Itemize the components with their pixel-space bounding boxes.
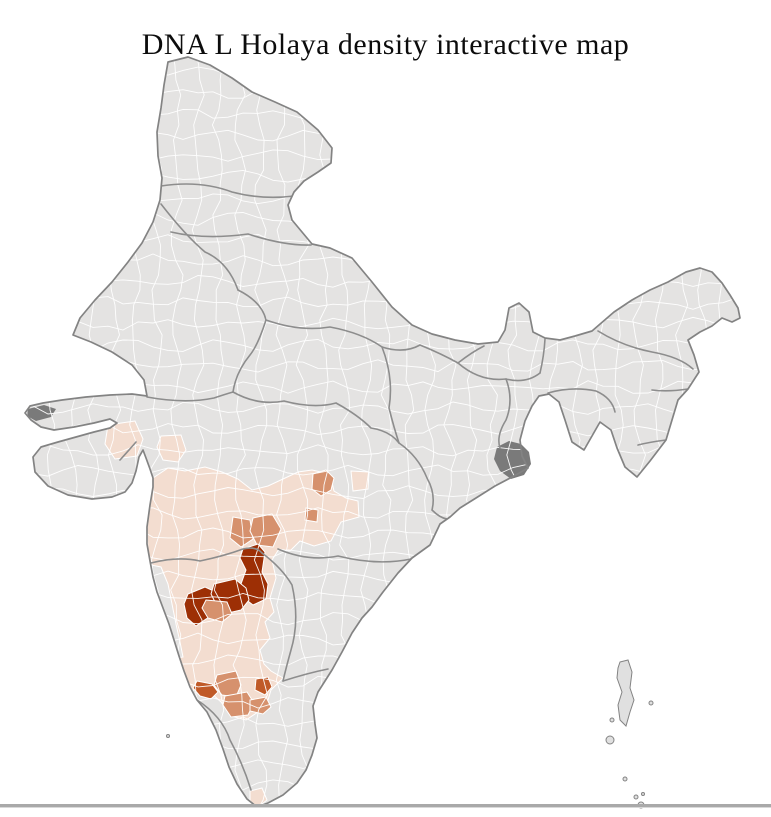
- island-dot: [166, 734, 170, 738]
- island-dot: [641, 792, 645, 796]
- mandya-area-district[interactable]: [249, 696, 272, 715]
- bottom-border-line: [0, 804, 771, 808]
- east-vidarbha-district[interactable]: [350, 470, 370, 492]
- north-gujarat-west-district[interactable]: [104, 420, 144, 460]
- small-marathwada-district[interactable]: [304, 507, 319, 523]
- north-gujarat-east-district[interactable]: [156, 434, 187, 463]
- solapur-area-district[interactable]: [229, 516, 254, 548]
- island-dot: [648, 700, 654, 706]
- country-outline: [24, 56, 741, 808]
- nagpur-area-district[interactable]: [311, 469, 335, 497]
- osmanabad-area-district[interactable]: [249, 513, 282, 548]
- rann-of-kutch-marsh: [27, 405, 56, 421]
- kanyakumari-tip-district[interactable]: [249, 787, 268, 807]
- state-borders: [119, 183, 694, 791]
- island-dot: [609, 717, 615, 723]
- choropleth-regions: [104, 420, 370, 807]
- island-dot: [605, 735, 615, 745]
- bangalore-area-district[interactable]: [254, 676, 273, 696]
- andaman-main-island: [616, 659, 635, 727]
- map-title: DNA L Holaya density interactive map: [141, 28, 630, 62]
- belgaum-south-district[interactable]: [201, 599, 233, 623]
- island-dot: [633, 794, 639, 800]
- island-dot: [622, 776, 628, 782]
